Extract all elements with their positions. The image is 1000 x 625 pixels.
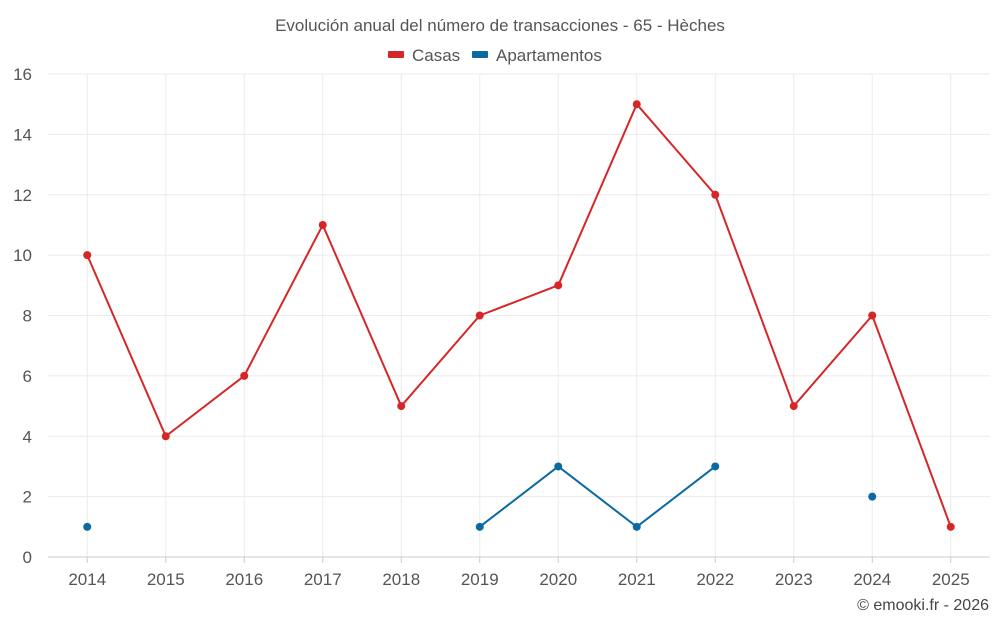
data-point-apartamentos-2022[interactable]: [711, 462, 720, 471]
data-point-casas-2024[interactable]: [868, 311, 877, 320]
series-apartamentos: [83, 462, 877, 531]
y-tick-label: 0: [23, 548, 32, 567]
legend-label-casas[interactable]: Casas: [412, 46, 460, 65]
legend: Casas Apartamentos: [388, 46, 602, 65]
legend-label-apartamentos[interactable]: Apartamentos: [496, 46, 602, 65]
x-tick-label: 2015: [147, 570, 185, 589]
y-tick-label: 16: [13, 65, 32, 84]
x-tick-label: 2021: [618, 570, 656, 589]
chart-title: Evolución anual del número de transaccio…: [275, 16, 725, 35]
x-tick-label: 2014: [68, 570, 106, 589]
axes: 0 2 4 6 8 10 12 14 16 2014 2015 2016 2017 2018 2019 202…: [13, 65, 990, 589]
x-tick-label: 2019: [461, 570, 499, 589]
data-point-casas-2022[interactable]: [711, 190, 720, 199]
data-point-casas-2014[interactable]: [83, 251, 92, 260]
y-tick-label: 14: [13, 125, 32, 144]
y-tick-label: 4: [23, 427, 32, 446]
data-point-casas-2018[interactable]: [397, 402, 406, 411]
series-line-apartamentos: [479, 465, 716, 528]
data-point-casas-2019[interactable]: [475, 311, 484, 320]
credit-text: © emooki.fr - 2026: [857, 597, 989, 614]
data-point-casas-2017[interactable]: [318, 220, 327, 229]
x-tick-label: 2017: [304, 570, 342, 589]
legend-swatch-casas: [388, 51, 404, 58]
y-tick-label: 6: [23, 367, 32, 386]
legend-swatch-apartamentos: [472, 51, 488, 58]
grid: [48, 73, 990, 557]
y-tick-label: 8: [23, 307, 32, 326]
x-tick-label: 2020: [539, 570, 577, 589]
x-tick-label: 2018: [382, 570, 420, 589]
data-point-apartamentos-2021[interactable]: [632, 522, 641, 531]
x-tick-label: 2023: [775, 570, 813, 589]
data-point-apartamentos-2020[interactable]: [554, 462, 563, 471]
data-point-apartamentos-2024[interactable]: [868, 492, 877, 501]
data-point-casas-2020[interactable]: [554, 281, 563, 290]
data-point-casas-2021[interactable]: [632, 100, 641, 109]
y-tick-label: 2: [23, 488, 32, 507]
series-casas: [83, 100, 955, 531]
data-point-casas-2016[interactable]: [240, 371, 249, 380]
x-tick-label: 2022: [696, 570, 734, 589]
data-point-casas-2023[interactable]: [789, 402, 798, 411]
x-tick-label: 2016: [225, 570, 263, 589]
x-tick-label: 2024: [853, 570, 891, 589]
data-point-apartamentos-2019[interactable]: [475, 522, 484, 531]
y-tick-label: 12: [13, 186, 32, 205]
data-point-casas-2015[interactable]: [161, 432, 170, 441]
x-tick-label: 2025: [932, 570, 970, 589]
data-point-casas-2025[interactable]: [946, 522, 955, 531]
data-point-apartamentos-2014[interactable]: [83, 522, 92, 531]
series-layer: [83, 100, 955, 531]
y-tick-label: 10: [13, 246, 32, 265]
series-line-casas: [86, 103, 952, 528]
